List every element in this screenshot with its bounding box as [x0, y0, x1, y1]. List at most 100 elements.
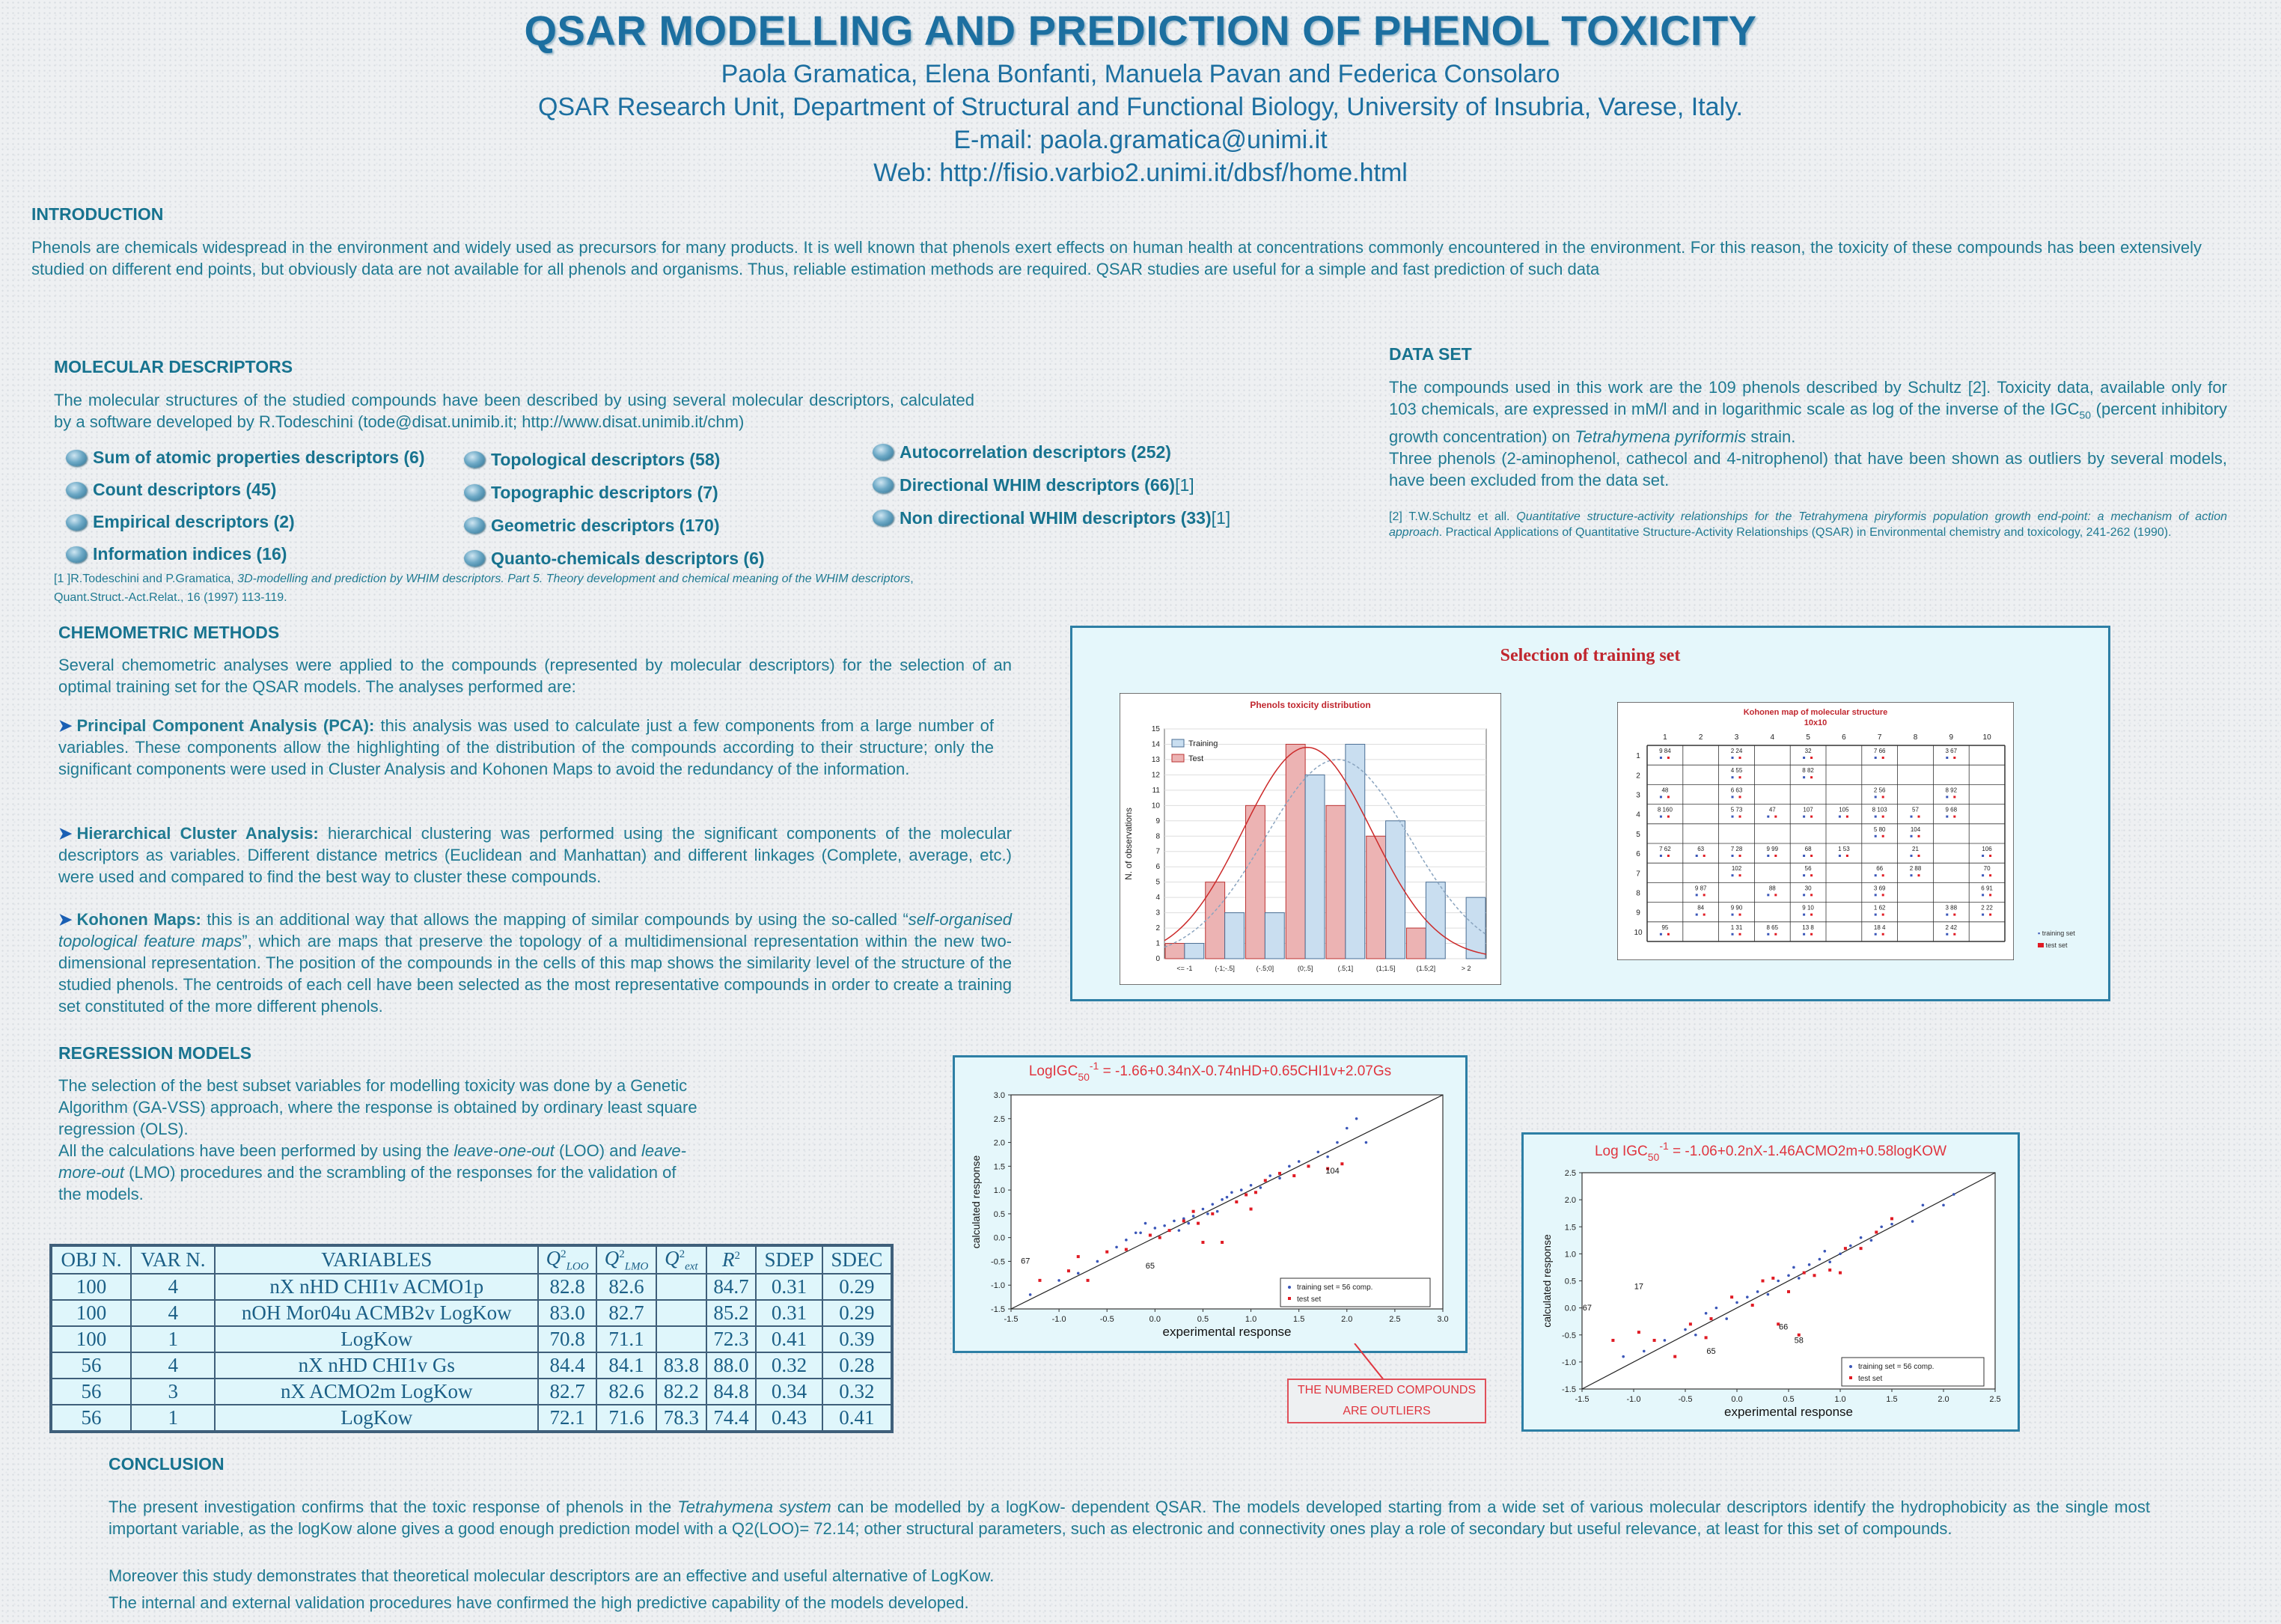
cell-marker-training	[1910, 815, 1913, 818]
y-tick-label: 15	[1152, 725, 1161, 733]
bullet-icon	[873, 510, 894, 526]
affiliation: QSAR Research Unit, Department of Struct…	[537, 93, 1744, 121]
cell-label: 66	[1876, 865, 1883, 872]
test-point	[1158, 1236, 1161, 1239]
cell-label: 2 88	[1910, 865, 1922, 872]
y-tick-label: 8	[1636, 890, 1640, 898]
cell-marker-training	[1874, 757, 1877, 759]
x-tick-label: 2.0	[1938, 1395, 1949, 1404]
cell-marker-training	[1982, 894, 1985, 897]
cell-marker-training	[1803, 894, 1806, 897]
y-tick-label: 14	[1152, 740, 1161, 748]
y-tick-label: 0	[1155, 955, 1160, 963]
cell-marker-training	[1874, 815, 1877, 818]
cell-marker-training	[1803, 855, 1806, 857]
descriptor-item: Topographic descriptors (7)	[464, 476, 765, 509]
cell-marker-training	[1731, 932, 1734, 935]
training-point	[1622, 1355, 1625, 1358]
training-point	[1215, 1209, 1219, 1213]
y-tick-label: 1	[1155, 940, 1160, 948]
training-point	[1355, 1117, 1358, 1120]
x-tick-label: 10	[1983, 733, 1992, 742]
training-point	[1345, 1126, 1349, 1130]
cell-label: 9 84	[1659, 748, 1671, 754]
table-cell: nX ACMO2m LogKow	[214, 1378, 540, 1406]
cell-label: 13 8	[1802, 924, 1814, 931]
cell-label: 56	[1805, 865, 1812, 872]
y-axis-label: calculated response	[970, 1156, 982, 1249]
cell-marker-training	[1767, 932, 1770, 935]
table-row: 100 1 LogKow 70.8 71.1 72.3 0.41 0.39	[49, 1325, 894, 1354]
table-row: 56 1 LogKow 72.1 71.6 78.3 74.4 0.43 0.41	[49, 1404, 894, 1433]
cell-marker-training	[1767, 855, 1770, 857]
test-point	[1105, 1250, 1109, 1254]
bar-test	[1325, 805, 1346, 959]
cell-marker-test	[1810, 776, 1813, 779]
dataset-reference: [2] T.W.Schultz et all. Quantitative str…	[1389, 510, 2228, 539]
test-point	[1771, 1276, 1775, 1280]
test-point	[1340, 1162, 1344, 1166]
test-point	[1761, 1279, 1765, 1283]
table-cell: 88.0	[705, 1352, 757, 1380]
training-point	[1714, 1306, 1718, 1310]
cell-marker-test	[1989, 913, 1992, 916]
x-tick-label: 5	[1806, 733, 1810, 742]
x-tick-label: 2.5	[1989, 1395, 2000, 1404]
table-cell: 71.6	[596, 1404, 658, 1433]
cell-marker-test	[1881, 834, 1884, 837]
cell-label: 18 4	[1874, 924, 1886, 931]
training-point	[1191, 1215, 1195, 1218]
table-row: 100 4 nOH Mor04u ACMB2v LogKow 83.0 82.7 85.2…	[49, 1299, 894, 1328]
cell-label: 5 73	[1731, 807, 1743, 813]
cell-marker-training	[1874, 874, 1877, 877]
bullet-icon	[66, 546, 87, 563]
cell-marker-test	[1667, 796, 1670, 799]
cell-marker-training	[1695, 894, 1698, 897]
cell-label: 32	[1805, 748, 1812, 754]
y-tick-label: 2.5	[994, 1115, 1005, 1124]
cell-marker-test	[1917, 874, 1920, 877]
legend-training: ▪ training set	[2038, 929, 2075, 937]
cell-marker-training	[1695, 855, 1698, 857]
y-tick-label: 7	[1636, 870, 1640, 878]
x-tick-label: 2.0	[1341, 1315, 1352, 1324]
y-tick-label: 3	[1155, 909, 1160, 918]
cell-marker-test	[1881, 913, 1884, 916]
table-cell: 3	[130, 1378, 216, 1406]
y-tick-label: 10	[1634, 929, 1643, 937]
table-cell: 78.3	[656, 1404, 707, 1433]
descriptor-list-col2: Topological descriptors (58) Topographic…	[464, 443, 765, 575]
table-cell: 4	[130, 1352, 216, 1380]
test-point	[1704, 1336, 1708, 1340]
test-point	[1167, 1229, 1171, 1233]
cell-marker-test	[1810, 913, 1813, 916]
header-sdep: SDEP	[755, 1244, 823, 1275]
table-cell: 85.2	[705, 1299, 757, 1328]
cell-label: 106	[1982, 846, 1992, 852]
table-row: 100 4 nX nHD CHI1v ACMO1p 82.8 82.6 84.7 0.31 0…	[49, 1273, 894, 1301]
cell-label: 7 66	[1874, 748, 1886, 754]
cell-label: 8 82	[1802, 767, 1814, 774]
cell-marker-training	[1659, 932, 1662, 935]
training-point	[1756, 1290, 1759, 1293]
training-point	[1807, 1263, 1811, 1266]
training-point	[1134, 1231, 1138, 1235]
x-tick-label: 1.5	[1293, 1315, 1304, 1324]
test-point	[1730, 1295, 1734, 1299]
cell-marker-test	[1703, 894, 1706, 897]
kohonen-frame	[1617, 702, 2014, 960]
table-cell: 0.43	[755, 1404, 823, 1433]
x-tick-label: (.5;1]	[1338, 965, 1354, 972]
test-point	[1875, 1230, 1878, 1234]
cell-marker-test	[1738, 757, 1741, 759]
descriptors-reference: [1 ]R.Todeschini and P.Gramatica, 3D-mod…	[54, 573, 914, 604]
test-point	[1652, 1338, 1656, 1342]
test-point	[1066, 1269, 1070, 1273]
cell-marker-test	[1667, 815, 1670, 818]
scatter-title: Log IGC50-1 = -1.06+0.2nX-1.46ACMO2m+0.5…	[1595, 1140, 1946, 1163]
y-tick-label: -1.0	[991, 1281, 1005, 1290]
conclusion-text-1: The present investigation confirms that …	[109, 1498, 2150, 1538]
test-point	[1890, 1217, 1893, 1221]
descriptor-list-col3: Autocorrelation descriptors (252) Direct…	[873, 436, 1230, 534]
cell-marker-test	[1953, 757, 1956, 759]
